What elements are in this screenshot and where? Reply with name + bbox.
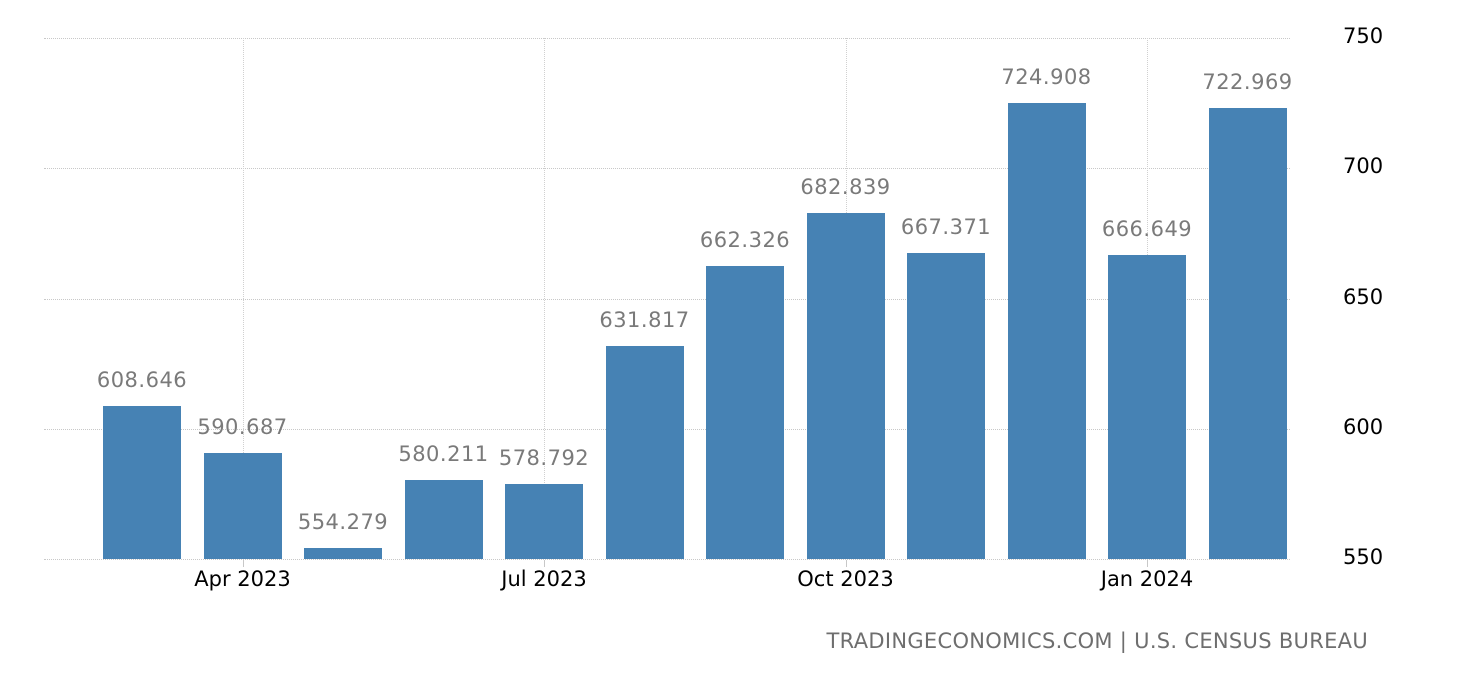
gridline-horizontal: [44, 559, 1290, 560]
bar-feb-2024[interactable]: [1208, 108, 1287, 559]
x-tick-mark: [845, 560, 847, 567]
y-tick-label: 750: [1343, 24, 1384, 48]
bar-value-label: 682.839: [800, 174, 891, 199]
bar-may-2023[interactable]: [304, 547, 382, 559]
x-tick-label: Jan 2024: [1100, 567, 1194, 591]
bar-value-label: 662.326: [699, 228, 791, 253]
bar-value-label: 554.279: [297, 509, 389, 534]
bar-value-label: 631.817: [599, 307, 690, 332]
x-tick-mark: [1147, 560, 1148, 567]
gridline-vertical: [544, 38, 545, 559]
bar-aug-2023[interactable]: [605, 345, 684, 559]
bar-value-label: 580.211: [398, 442, 489, 467]
gridline-vertical: [242, 38, 244, 559]
bar-jan-2024[interactable]: [1108, 255, 1186, 559]
y-tick-label: 600: [1343, 414, 1384, 439]
x-tick-label: Oct 2023: [797, 567, 894, 591]
x-tick-label: Apr 2023: [194, 567, 291, 591]
x-tick-mark: [544, 560, 545, 567]
bar-value-label: 590.687: [197, 415, 288, 439]
source-attribution: TRADINGECONOMICS.COM | U.S. CENSUS BUREA…: [826, 629, 1368, 653]
bar-mar-2023[interactable]: [103, 406, 181, 559]
bar-dec-2023[interactable]: [1007, 103, 1086, 559]
bar-nov-2023[interactable]: [907, 253, 985, 559]
bar-sep-2023[interactable]: [706, 266, 784, 559]
bar-apr-2023[interactable]: [203, 453, 282, 559]
gridline-horizontal: [44, 298, 1290, 300]
bar-value-label: 724.908: [1001, 65, 1092, 90]
x-tick-mark: [242, 560, 244, 567]
y-tick-label: 650: [1343, 284, 1384, 309]
y-tick-label: 550: [1343, 545, 1384, 569]
x-tick-label: Jul 2023: [501, 567, 587, 591]
bar-value-label: 722.969: [1202, 70, 1293, 95]
y-tick-label: 700: [1343, 154, 1384, 179]
bar-value-label: 667.371: [900, 215, 992, 240]
bar-oct-2023[interactable]: [806, 212, 885, 559]
gridline-horizontal: [44, 168, 1290, 170]
bar-value-label: 578.792: [498, 445, 590, 470]
bar-value-label: 608.646: [96, 368, 188, 393]
bar-jun-2023[interactable]: [404, 480, 483, 559]
gridline-horizontal: [44, 38, 1290, 39]
bar-value-label: 666.649: [1101, 217, 1193, 242]
bar-jul-2023[interactable]: [505, 483, 583, 559]
